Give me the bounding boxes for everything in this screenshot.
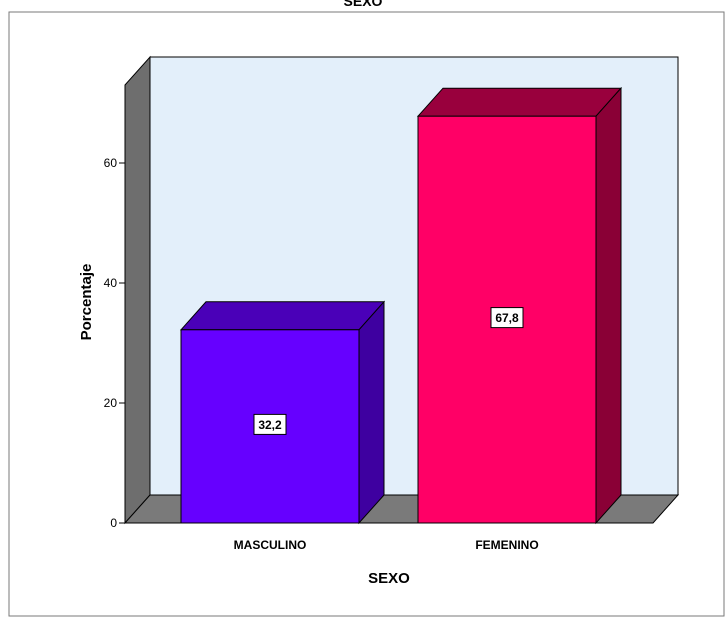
x-ticks: MASCULINO FEMENINO [234,538,539,552]
y-axis-label: Porcentaje [78,264,95,341]
y-tick-label: 60 [104,156,118,170]
data-label: 32,2 [258,418,282,432]
bar-top [416,87,623,117]
y-ticks: 0 20 40 60 [104,156,125,530]
bar-femenino: 67,8 [416,86,623,525]
y-tick-label: 40 [104,276,118,290]
bar-top [179,301,386,331]
side-wall [124,55,151,525]
x-axis-label: SEXO [368,570,410,587]
bars: 32,2 67,8 [179,86,623,525]
data-label-box [490,307,524,329]
bar-side [595,86,622,525]
bar-side [358,300,385,525]
bar-masculino: 32,2 [179,300,386,525]
y-tick-label: 20 [104,396,118,410]
data-label-box [253,413,287,435]
chart-title: SEXO [344,0,383,9]
x-tick-label: MASCULINO [234,538,307,552]
y-tick-label: 0 [110,516,117,530]
data-label: 67,8 [495,311,519,325]
x-tick-label: FEMENINO [475,538,538,552]
